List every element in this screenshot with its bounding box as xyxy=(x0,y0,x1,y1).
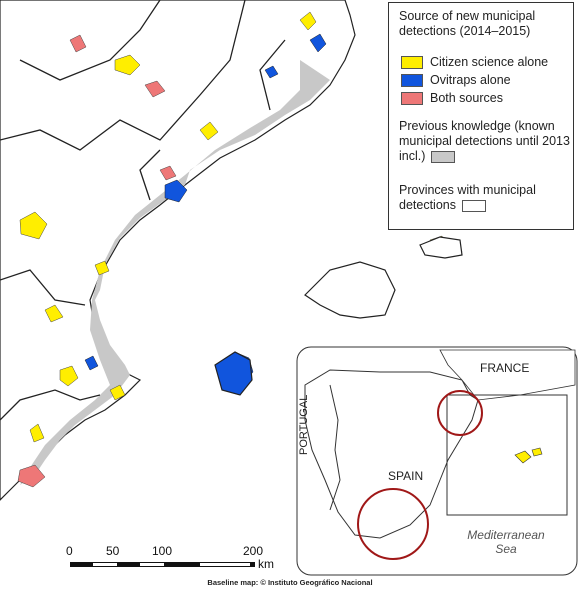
mallorca-island xyxy=(304,261,396,319)
scale-label-50: 50 xyxy=(106,544,120,558)
scale-bar xyxy=(70,562,255,567)
inset-label-portugal: PORTUGAL xyxy=(298,394,310,455)
inset-label-sea: Mediterranean Sea xyxy=(467,528,545,556)
legend-swatch-blue xyxy=(401,73,423,87)
legend-item-citizen-science: Citizen science alone xyxy=(401,55,548,69)
legend-swatch-grey xyxy=(431,150,456,163)
legend-title: Source of new municipal detections (2014… xyxy=(399,9,536,38)
legend-provinces: Provinces with municipal detections xyxy=(399,183,536,212)
inset-france xyxy=(439,349,576,401)
scale-label-100: 100 xyxy=(152,544,173,558)
scale-label-0: 0 xyxy=(66,544,73,558)
inset-circle-south xyxy=(357,488,429,560)
legend-swatch-pink xyxy=(401,91,423,105)
legend-item-ovitraps: Ovitraps alone xyxy=(401,73,511,87)
inset-iberia xyxy=(304,369,479,539)
ibiza-island xyxy=(214,351,253,396)
legend-previous-knowledge: Previous knowledge (known municipal dete… xyxy=(399,119,570,163)
inset-focus-box xyxy=(446,394,568,516)
menorca-island xyxy=(419,236,463,259)
scale-unit: km xyxy=(258,557,274,571)
inset-balearics xyxy=(514,447,543,464)
map-credit: Baseline map: © Instituto Geográfico Nac… xyxy=(207,578,373,587)
previous-knowledge-area xyxy=(20,60,330,485)
legend-swatch-outline xyxy=(461,199,486,212)
province-boundaries xyxy=(0,0,286,421)
legend-item-both-sources: Both sources xyxy=(401,91,503,105)
scale-label-200: 200 xyxy=(243,544,264,558)
inset-label-spain: SPAIN xyxy=(388,469,424,483)
inset-label-france: FRANCE xyxy=(480,361,530,375)
legend-swatch-yellow xyxy=(401,55,423,69)
inset-portugal-border xyxy=(329,384,341,511)
inset-circle-north xyxy=(437,390,483,436)
map-legend: Source of new municipal detections (2014… xyxy=(388,2,574,230)
